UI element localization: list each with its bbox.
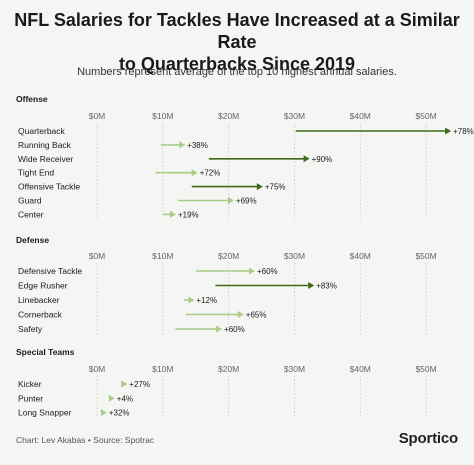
chart-title-line-1: NFL Salaries for Tackles Have Increased …: [14, 10, 460, 52]
row-label: Running Back: [18, 140, 72, 150]
x-tick-label: $20M: [218, 364, 239, 374]
x-tick-label: $40M: [350, 251, 371, 261]
salary-arrow-head: [108, 394, 115, 402]
row-label: Safety: [18, 324, 43, 334]
change-label: +65%: [246, 311, 267, 320]
change-label: +75%: [265, 183, 286, 192]
change-label: +69%: [236, 197, 257, 206]
change-label: +78%: [453, 127, 474, 136]
x-tick-label: $30M: [284, 364, 305, 374]
row-label: Guard: [18, 196, 42, 206]
chart-title-line-2: to Quarterbacks Since 2019: [118, 54, 356, 74]
salary-arrow-head: [308, 282, 315, 289]
change-label: +27%: [129, 380, 150, 389]
x-tick-label: $0M: [89, 364, 106, 374]
x-tick-label: $40M: [350, 111, 371, 121]
salary-arrow-head: [121, 380, 128, 388]
salary-arrow-head: [216, 325, 223, 333]
row-label: Linebacker: [18, 295, 60, 305]
salary-arrow-head: [445, 127, 452, 135]
x-tick-label: $10M: [152, 111, 173, 121]
row-label: Defensive Tackle: [18, 266, 82, 276]
salary-arrow-head: [227, 197, 234, 204]
brand-logo: Sportico: [398, 430, 458, 447]
x-tick-label: $50M: [415, 251, 436, 261]
row-label: Punter: [18, 393, 43, 403]
change-label: +19%: [178, 210, 199, 219]
x-tick-label: $50M: [415, 364, 436, 374]
row-label: Wide Receiver: [18, 154, 73, 164]
x-tick-label: $30M: [284, 251, 305, 261]
salary-arrow-head: [248, 267, 255, 275]
chart-credit: Chart: Lev Akabas • Source: Spotrac: [16, 435, 155, 445]
change-label: +32%: [109, 409, 130, 418]
change-label: +60%: [257, 267, 278, 276]
salary-arrow-head: [303, 155, 310, 163]
x-tick-label: $10M: [152, 251, 173, 261]
x-tick-label: $50M: [415, 111, 436, 121]
x-tick-label: $0M: [89, 251, 106, 261]
change-label: +60%: [224, 325, 245, 334]
x-tick-label: $10M: [152, 364, 173, 374]
row-label: Edge Rusher: [18, 281, 68, 291]
row-label: Tight End: [18, 168, 54, 178]
row-label: Kicker: [18, 379, 42, 389]
x-tick-label: $30M: [284, 111, 305, 121]
change-label: +83%: [316, 282, 337, 291]
x-tick-label: $20M: [218, 251, 239, 261]
row-label: Quarterback: [18, 126, 66, 136]
row-label: Center: [18, 209, 44, 219]
salary-arrow-head: [191, 169, 198, 177]
group-header: Defense: [16, 235, 49, 245]
chart-subtitle: Numbers represent average of the top 10 …: [77, 66, 397, 78]
row-label: Long Snapper: [18, 408, 72, 418]
row-label: Offensive Tackle: [18, 182, 80, 192]
change-label: +4%: [117, 394, 133, 403]
chart-title: NFL Salaries for Tackles Have Increased …: [0, 9, 474, 75]
salary-arrow-head: [179, 141, 186, 149]
row-label: Cornerback: [18, 310, 63, 320]
x-tick-label: $40M: [350, 364, 371, 374]
salary-arrow-head: [188, 296, 195, 304]
x-tick-label: $20M: [218, 111, 239, 121]
change-label: +90%: [312, 155, 333, 164]
x-tick-label: $0M: [89, 111, 106, 121]
salary-arrow-head: [100, 409, 107, 417]
group-header: Special Teams: [16, 347, 75, 357]
salary-arrow-head: [256, 183, 263, 191]
change-label: +72%: [200, 169, 221, 178]
group-header: Offense: [16, 94, 48, 104]
change-label: +12%: [196, 296, 217, 305]
salary-arrow-head: [237, 311, 244, 318]
salary-arrow-head: [169, 210, 176, 218]
change-label: +38%: [187, 141, 208, 150]
